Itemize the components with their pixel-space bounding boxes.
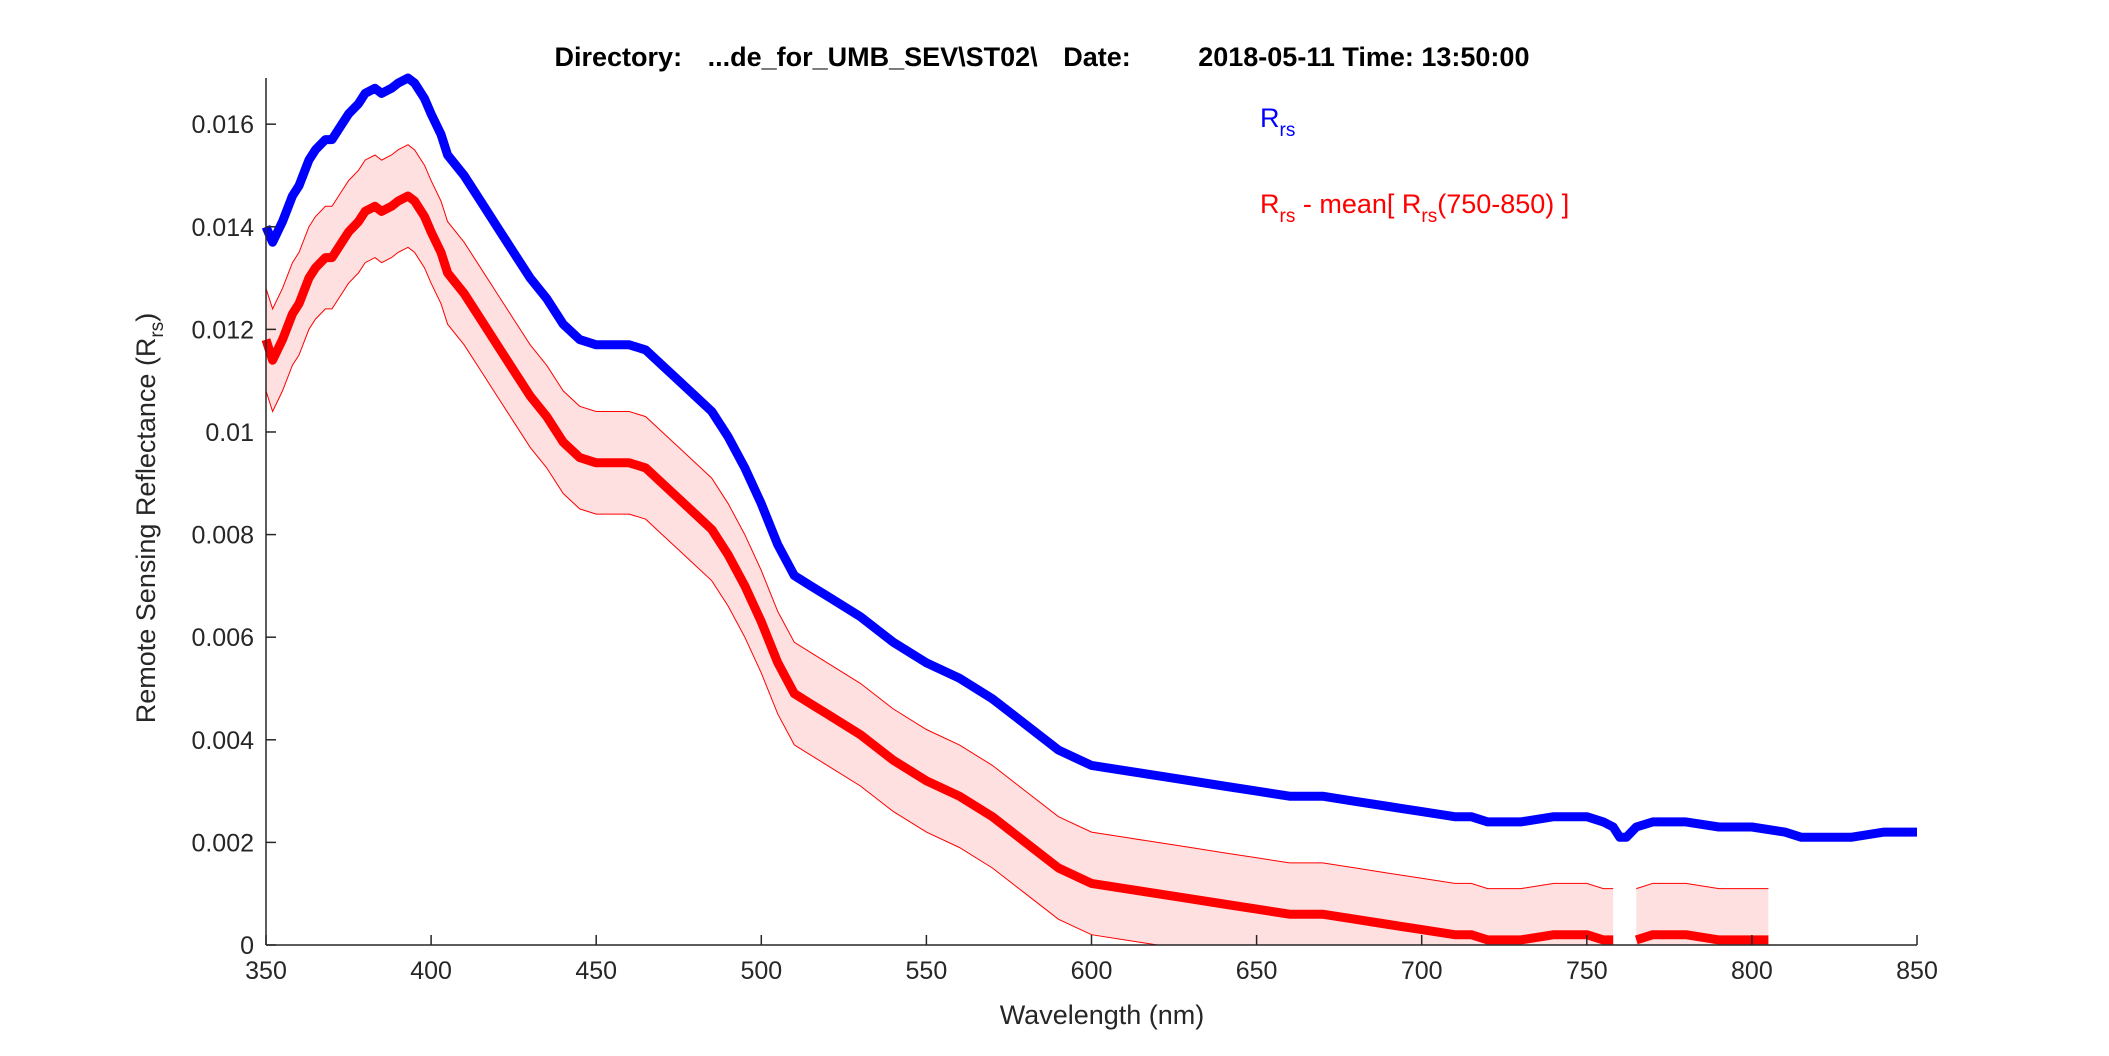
y-tick-label: 0.016	[191, 111, 254, 139]
x-tick-label: 700	[1401, 957, 1443, 985]
y-tick-label: 0.014	[191, 214, 254, 242]
y-axis-ticks: 0 0.002 0.004 0.006 0.008 0.01 0.012 0.014 0.016	[191, 111, 276, 960]
x-tick-label: 450	[575, 957, 617, 985]
title-directory-value: ...de_for_UMB_SEV\ST02\	[708, 42, 1039, 72]
x-tick-label: 350	[245, 957, 287, 985]
legend-rrs-main: R	[1260, 103, 1280, 133]
legend-diff-rest2: (750-850) ]	[1437, 189, 1569, 219]
series-line-rrs-minus-mean	[261, 191, 1614, 945]
legend-diff-rest: - mean[ R	[1295, 189, 1421, 219]
chart-title: Directory: ...de_for_UMB_SEV\ST02\ Date:…	[555, 42, 1530, 72]
x-axis-label: Wavelength (nm)	[1000, 1000, 1205, 1030]
legend-rrs-sub: rs	[1280, 120, 1296, 141]
series-line-rrs	[261, 73, 1917, 842]
series-layer	[261, 73, 1917, 945]
y-tick-label: 0.008	[191, 522, 254, 550]
x-tick-label: 400	[410, 957, 452, 985]
y-tick-label: 0	[240, 932, 254, 960]
y-tick-label: 0.002	[191, 829, 254, 857]
y-tick-label: 0.012	[191, 316, 254, 344]
band-fill	[1636, 883, 1769, 945]
band-upper-line	[265, 144, 1614, 890]
x-axis-ticks: 350 400 450 500 550 600 650 700 750 800 850	[245, 935, 1938, 985]
y-tick-label: 0.004	[191, 727, 254, 755]
x-tick-label: 850	[1896, 957, 1938, 985]
band-upper-line	[1636, 882, 1769, 890]
x-tick-label: 550	[906, 957, 948, 985]
series-line-rrs-minus-mean	[1634, 930, 1769, 945]
x-tick-label: 800	[1731, 957, 1773, 985]
legend: Rrs Rrs - mean[ Rrs(750-850) ]	[1260, 103, 1569, 227]
y-axis-label-close: )	[131, 313, 161, 322]
legend-diff-main: R	[1260, 189, 1280, 219]
y-axis-label: Remote Sensing Reflectance (Rrs)	[131, 313, 168, 724]
x-tick-label: 650	[1236, 957, 1278, 985]
title-date-label: Date:	[1063, 42, 1131, 72]
y-axis-label-sub: rs	[147, 322, 168, 338]
legend-diff-sub2: rs	[1421, 206, 1437, 227]
title-date-value: 2018-05-11 Time: 13:50:00	[1198, 42, 1529, 72]
title-directory-label: Directory:	[555, 42, 683, 72]
y-axis-label-main: Remote Sensing Reflectance (R	[131, 338, 161, 724]
y-tick-label: 0.006	[191, 624, 254, 652]
legend-entry-rrs-minus-mean: Rrs - mean[ Rrs(750-850) ]	[1260, 189, 1569, 227]
x-tick-label: 500	[740, 957, 782, 985]
y-tick-label: 0.01	[205, 419, 254, 447]
legend-entry-rrs: Rrs	[1260, 103, 1295, 141]
x-tick-label: 600	[1071, 957, 1113, 985]
legend-diff-sub: rs	[1280, 206, 1296, 227]
x-tick-label: 750	[1566, 957, 1608, 985]
